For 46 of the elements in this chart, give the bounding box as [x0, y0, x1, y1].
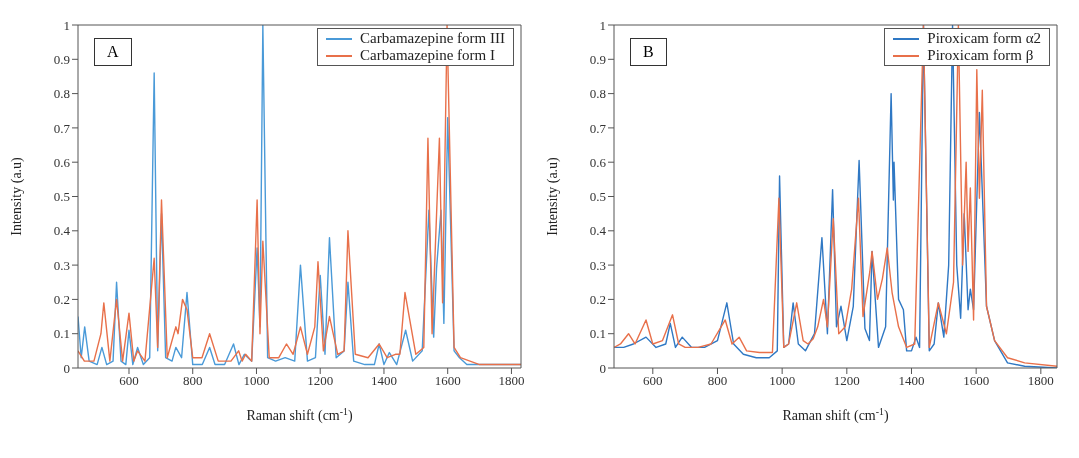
- annotation: B: [630, 38, 667, 66]
- y-tick-label: 1: [63, 17, 70, 33]
- x-tick-label: 800: [182, 373, 203, 389]
- x-tick-label: 1400: [370, 373, 397, 389]
- y-tick-label: 0.7: [589, 120, 607, 136]
- x-tick-label: 1800: [1027, 373, 1054, 389]
- x-tick-label: 600: [119, 373, 139, 389]
- legend-label: Piroxicam form α2: [927, 30, 1041, 47]
- y-tick-label: 1: [599, 17, 606, 33]
- y-tick-label: 0.2: [53, 292, 70, 308]
- y-tick-label: 0.5: [53, 189, 70, 205]
- x-tick-label: 1200: [307, 373, 334, 389]
- x-axis-title: Raman shift (cm$^{-1}$): [782, 405, 889, 424]
- y-axis-title: Intensity (a.u): [8, 156, 25, 236]
- y-tick-label: 0.3: [589, 257, 606, 273]
- y-tick-label: 0.1: [589, 326, 606, 342]
- y-tick-label: 0.4: [53, 223, 71, 239]
- x-tick-label: 600: [643, 373, 663, 389]
- y-axis-title: Intensity (a.u): [544, 156, 561, 236]
- legend-label: Carbamazepine form III: [360, 30, 505, 47]
- y-tick-label: 0.8: [589, 86, 606, 102]
- y-tick-label: 0.6: [589, 154, 607, 170]
- legend-label: Carbamazepine form I: [360, 47, 495, 64]
- y-tick-label: 0.8: [53, 86, 70, 102]
- y-tick-label: 0.2: [589, 292, 606, 308]
- x-tick-label: 1600: [963, 373, 990, 389]
- annotation: A: [94, 38, 132, 66]
- x-tick-label: 1200: [833, 373, 860, 389]
- x-tick-label: 1000: [769, 373, 796, 389]
- x-tick-label: 800: [707, 373, 728, 389]
- x-tick-label: 1400: [898, 373, 925, 389]
- y-tick-label: 0.1: [53, 326, 70, 342]
- y-tick-label: 0.9: [53, 51, 70, 67]
- x-tick-label: 1800: [498, 373, 525, 389]
- y-tick-label: 0.5: [589, 189, 606, 205]
- legend-label: Piroxicam form β: [927, 47, 1034, 64]
- y-tick-label: 0.3: [53, 257, 70, 273]
- x-tick-label: 1600: [434, 373, 461, 389]
- y-tick-label: 0.6: [53, 154, 71, 170]
- y-tick-label: 0.4: [589, 223, 607, 239]
- x-tick-label: 1000: [243, 373, 270, 389]
- y-tick-label: 0.9: [589, 51, 606, 67]
- y-tick-label: 0.7: [53, 120, 71, 136]
- y-tick-label: 0: [63, 360, 70, 376]
- y-tick-label: 0: [599, 360, 606, 376]
- x-axis-title: Raman shift (cm$^{-1}$): [246, 405, 353, 424]
